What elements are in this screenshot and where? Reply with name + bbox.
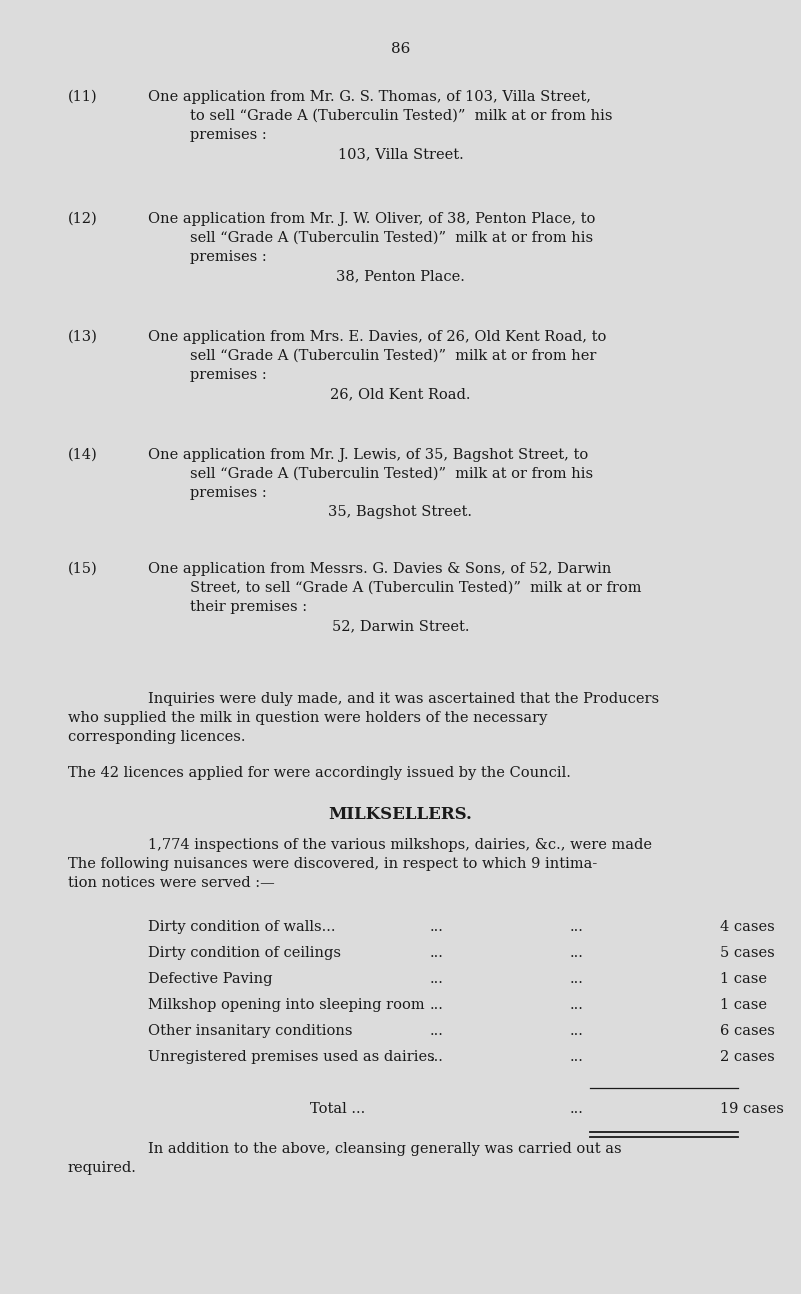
Text: In addition to the above, cleansing generally was carried out as: In addition to the above, cleansing gene… (148, 1143, 622, 1156)
Text: 6 cases: 6 cases (720, 1024, 775, 1038)
Text: The following nuisances were discovered, in respect to which 9 intima-: The following nuisances were discovered,… (68, 857, 598, 871)
Text: 19 cases: 19 cases (720, 1102, 784, 1115)
Text: One application from Mrs. E. Davies, of 26, Old Kent Road, to: One application from Mrs. E. Davies, of … (148, 330, 606, 344)
Text: Total ...: Total ... (310, 1102, 365, 1115)
Text: ...: ... (570, 920, 584, 934)
Text: sell “Grade A (Tuberculin Tested)”  milk at or from her: sell “Grade A (Tuberculin Tested)” milk … (190, 349, 597, 364)
Text: sell “Grade A (Tuberculin Tested)”  milk at or from his: sell “Grade A (Tuberculin Tested)” milk … (190, 467, 593, 481)
Text: 4 cases: 4 cases (720, 920, 775, 934)
Text: premises :: premises : (190, 367, 267, 382)
Text: Unregistered premises used as dairies: Unregistered premises used as dairies (148, 1049, 435, 1064)
Text: ...: ... (430, 972, 444, 986)
Text: 1 case: 1 case (720, 998, 767, 1012)
Text: ...: ... (570, 1102, 584, 1115)
Text: corresponding licences.: corresponding licences. (68, 730, 245, 744)
Text: ...: ... (570, 946, 584, 960)
Text: Inquiries were duly made, and it was ascertained that the Producers: Inquiries were duly made, and it was asc… (148, 692, 659, 707)
Text: 52, Darwin Street.: 52, Darwin Street. (332, 619, 469, 633)
Text: One application from Messrs. G. Davies & Sons, of 52, Darwin: One application from Messrs. G. Davies &… (148, 562, 611, 576)
Text: MILKSELLERS.: MILKSELLERS. (328, 806, 472, 823)
Text: One application from Mr. J. Lewis, of 35, Bagshot Street, to: One application from Mr. J. Lewis, of 35… (148, 448, 588, 462)
Text: Dirty condition of walls...: Dirty condition of walls... (148, 920, 336, 934)
Text: 2 cases: 2 cases (720, 1049, 775, 1064)
Text: (13): (13) (68, 330, 98, 344)
Text: tion notices were served :—: tion notices were served :— (68, 876, 275, 890)
Text: (14): (14) (68, 448, 98, 462)
Text: who supplied the milk in question were holders of the necessary: who supplied the milk in question were h… (68, 710, 547, 725)
Text: ...: ... (570, 972, 584, 986)
Text: 103, Villa Street.: 103, Villa Street. (338, 148, 463, 160)
Text: ...: ... (570, 1024, 584, 1038)
Text: required.: required. (68, 1161, 137, 1175)
Text: 26, Old Kent Road.: 26, Old Kent Road. (330, 387, 471, 401)
Text: premises :: premises : (190, 128, 267, 142)
Text: (15): (15) (68, 562, 98, 576)
Text: One application from Mr. G. S. Thomas, of 103, Villa Street,: One application from Mr. G. S. Thomas, o… (148, 91, 591, 104)
Text: their premises :: their premises : (190, 600, 307, 613)
Text: 1,774 inspections of the various milkshops, dairies, &c., were made: 1,774 inspections of the various milksho… (148, 839, 652, 851)
Text: Other insanitary conditions: Other insanitary conditions (148, 1024, 352, 1038)
Text: One application from Mr. J. W. Oliver, of 38, Penton Place, to: One application from Mr. J. W. Oliver, o… (148, 212, 595, 226)
Text: 38, Penton Place.: 38, Penton Place. (336, 269, 465, 283)
Text: (11): (11) (68, 91, 98, 104)
Text: The 42 licences applied for were accordingly issued by the Council.: The 42 licences applied for were accordi… (68, 766, 571, 780)
Text: ...: ... (430, 998, 444, 1012)
Text: ...: ... (430, 1024, 444, 1038)
Text: ...: ... (570, 1049, 584, 1064)
Text: 86: 86 (391, 41, 410, 56)
Text: premises :: premises : (190, 487, 267, 499)
Text: Street, to sell “Grade A (Tuberculin Tested)”  milk at or from: Street, to sell “Grade A (Tuberculin Tes… (190, 581, 642, 595)
Text: Defective Paving: Defective Paving (148, 972, 272, 986)
Text: Milkshop opening into sleeping room: Milkshop opening into sleeping room (148, 998, 425, 1012)
Text: to sell “Grade A (Tuberculin Tested)”  milk at or from his: to sell “Grade A (Tuberculin Tested)” mi… (190, 109, 613, 123)
Text: ...: ... (570, 998, 584, 1012)
Text: ...: ... (430, 946, 444, 960)
Text: 35, Bagshot Street.: 35, Bagshot Street. (328, 505, 473, 519)
Text: ...: ... (430, 1049, 444, 1064)
Text: (12): (12) (68, 212, 98, 226)
Text: sell “Grade A (Tuberculin Tested)”  milk at or from his: sell “Grade A (Tuberculin Tested)” milk … (190, 232, 593, 245)
Text: ...: ... (430, 920, 444, 934)
Text: premises :: premises : (190, 250, 267, 264)
Text: 1 case: 1 case (720, 972, 767, 986)
Text: 5 cases: 5 cases (720, 946, 775, 960)
Text: Dirty condition of ceilings: Dirty condition of ceilings (148, 946, 341, 960)
